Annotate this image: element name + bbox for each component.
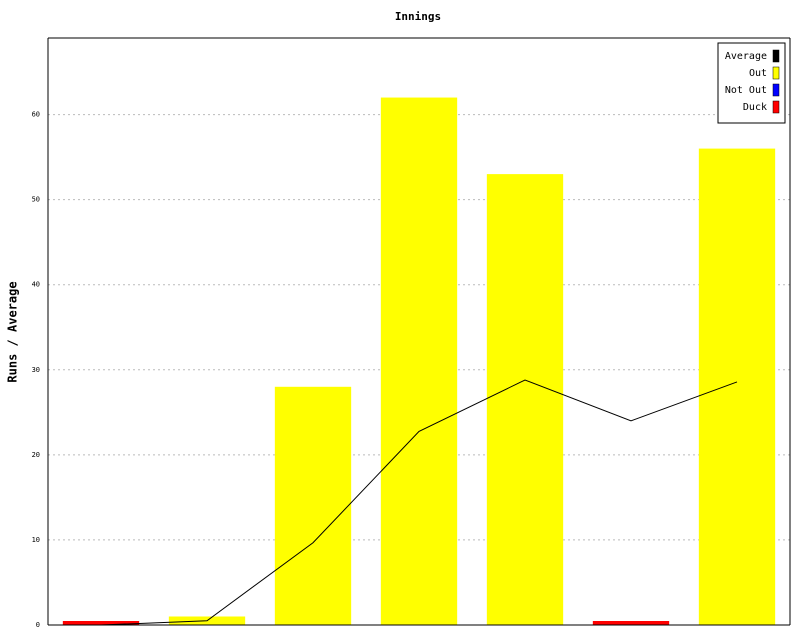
- y-tick-label: 60: [32, 111, 40, 119]
- y-tick-label: 30: [32, 366, 40, 374]
- bar: [274, 386, 352, 625]
- legend-swatch: [772, 49, 780, 63]
- y-tick-label: 20: [32, 451, 40, 459]
- legend-swatch: [772, 83, 780, 97]
- average-line: [100, 379, 738, 626]
- bar: [486, 174, 564, 625]
- bar: [62, 621, 140, 625]
- y-tick-label: 40: [32, 281, 40, 289]
- legend-label: Out: [749, 68, 767, 79]
- bar: [380, 97, 458, 626]
- y-axis-label: Runs / Average: [6, 281, 20, 382]
- y-tick-label: 50: [32, 196, 40, 204]
- legend-swatch: [772, 66, 780, 80]
- y-tick-label: 0: [36, 621, 40, 629]
- chart-title: Innings: [395, 10, 441, 23]
- bar: [698, 148, 776, 625]
- legend-label: Average: [725, 51, 767, 62]
- legend-label: Not Out: [725, 85, 767, 96]
- y-tick-label: 10: [32, 536, 40, 544]
- legend-label: Duck: [743, 102, 767, 113]
- bar: [592, 621, 670, 625]
- legend-swatch: [772, 100, 780, 114]
